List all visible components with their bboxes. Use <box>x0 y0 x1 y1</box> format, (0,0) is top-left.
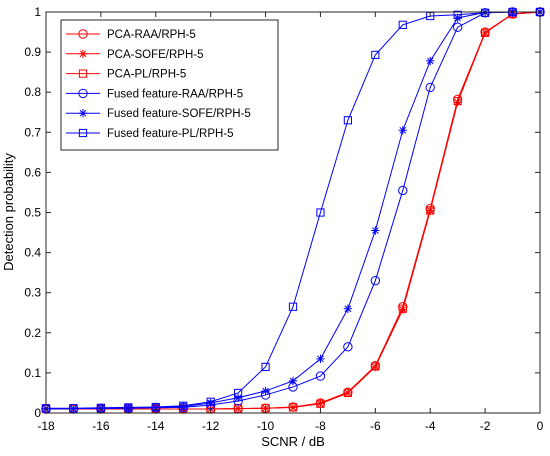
y-tick-label: 0.7 <box>24 125 41 139</box>
data-point <box>453 10 462 19</box>
data-point <box>206 397 215 406</box>
data-point <box>179 401 188 410</box>
data-point <box>233 393 243 402</box>
legend-label: PCA-PL/RPH-5 <box>107 69 186 81</box>
y-axis-label: Detection probability <box>1 153 16 271</box>
ticks-layer: -18 -16 -14 -12 -10 -8 -6 -4 -2 0 0 0.1 0.2 0.3 0.4 0.5… <box>24 5 543 433</box>
data-point <box>426 206 435 215</box>
data-point <box>316 208 325 217</box>
legend-marker <box>78 29 88 39</box>
data-point <box>261 386 270 396</box>
data-point <box>371 362 380 371</box>
legend-label: Fused feature-PL/RPH-5 <box>107 128 234 140</box>
x-tick-label: -4 <box>425 419 436 433</box>
legend-label: Fused feature-RAA/RPH-5 <box>107 88 243 100</box>
data-point <box>288 403 298 412</box>
x-tick-label: -18 <box>37 419 55 433</box>
data-point <box>425 82 435 93</box>
data-point <box>398 20 407 29</box>
y-tick-label: 0.3 <box>24 286 41 300</box>
x-tick-label: -8 <box>315 419 326 433</box>
x-tick-label: -16 <box>92 419 110 433</box>
y-tick-label: 1 <box>34 5 41 19</box>
data-point <box>315 371 326 381</box>
legend-label: PCA-SOFE/RPH-5 <box>107 49 204 61</box>
data-point <box>398 126 407 135</box>
data-point <box>481 28 490 37</box>
legend-entry: PCA-RAA/RPH-5 <box>66 29 196 41</box>
series-layer <box>41 7 545 414</box>
x-tick-label: -6 <box>370 419 381 433</box>
data-point <box>371 50 380 60</box>
x-tick-label: -14 <box>147 419 165 433</box>
y-tick-label: 0.4 <box>24 246 41 260</box>
y-tick-label: 0.8 <box>24 85 41 99</box>
data-point <box>343 342 353 352</box>
data-point <box>343 116 352 125</box>
x-tick-label: -2 <box>480 419 491 433</box>
legend-entry: Fused feature-RAA/RPH-5 <box>66 88 243 100</box>
data-point <box>69 404 78 413</box>
legend-marker <box>78 128 88 138</box>
data-point <box>316 399 325 408</box>
legend-marker <box>78 69 88 78</box>
legend-label: Fused feature-SOFE/RPH-5 <box>107 108 251 120</box>
legend-box <box>60 19 279 151</box>
data-point <box>343 388 352 398</box>
y-tick-label: 0.2 <box>24 326 41 340</box>
x-tick-label: -12 <box>202 419 220 433</box>
data-point <box>234 388 243 398</box>
data-point <box>343 304 353 313</box>
data-point <box>398 304 407 313</box>
data-point <box>288 302 298 311</box>
legend-marker <box>78 88 88 99</box>
y-tick-label: 0.1 <box>24 366 41 380</box>
x-axis-label: SCNR / dB <box>261 434 325 449</box>
data-point <box>179 402 188 411</box>
legend-label: PCA-RAA/RPH-5 <box>107 29 196 41</box>
data-point <box>371 226 380 235</box>
legend-marker <box>78 109 88 118</box>
data-point <box>370 275 381 286</box>
legend-entry: Fused feature-SOFE/RPH-5 <box>66 108 251 120</box>
legend-entry: PCA-SOFE/RPH-5 <box>66 49 204 61</box>
series-line <box>46 11 540 409</box>
y-tick-label: 0.9 <box>24 45 41 59</box>
data-point <box>426 56 435 66</box>
data-point <box>261 362 270 371</box>
data-point <box>398 185 408 196</box>
legend: PCA-RAA/RPH-5 PCA-SOFE/RPH-5 PCA-PL/RPH-5 F… <box>60 19 279 151</box>
x-tick-label: 0 <box>537 419 544 433</box>
data-point <box>124 403 133 412</box>
data-point <box>452 22 463 32</box>
y-tick-label: 0.5 <box>24 206 41 220</box>
y-tick-label: 0.6 <box>24 165 41 179</box>
data-point <box>316 354 325 364</box>
y-tick-label: 0 <box>34 406 41 420</box>
data-point <box>453 96 462 106</box>
legend-marker <box>78 49 88 58</box>
legend-entry: Fused feature-PL/RPH-5 <box>66 128 234 140</box>
legend-entry: PCA-PL/RPH-5 <box>66 69 186 81</box>
x-tick-label: -10 <box>257 419 275 433</box>
data-point <box>206 398 215 408</box>
data-point <box>288 376 298 386</box>
